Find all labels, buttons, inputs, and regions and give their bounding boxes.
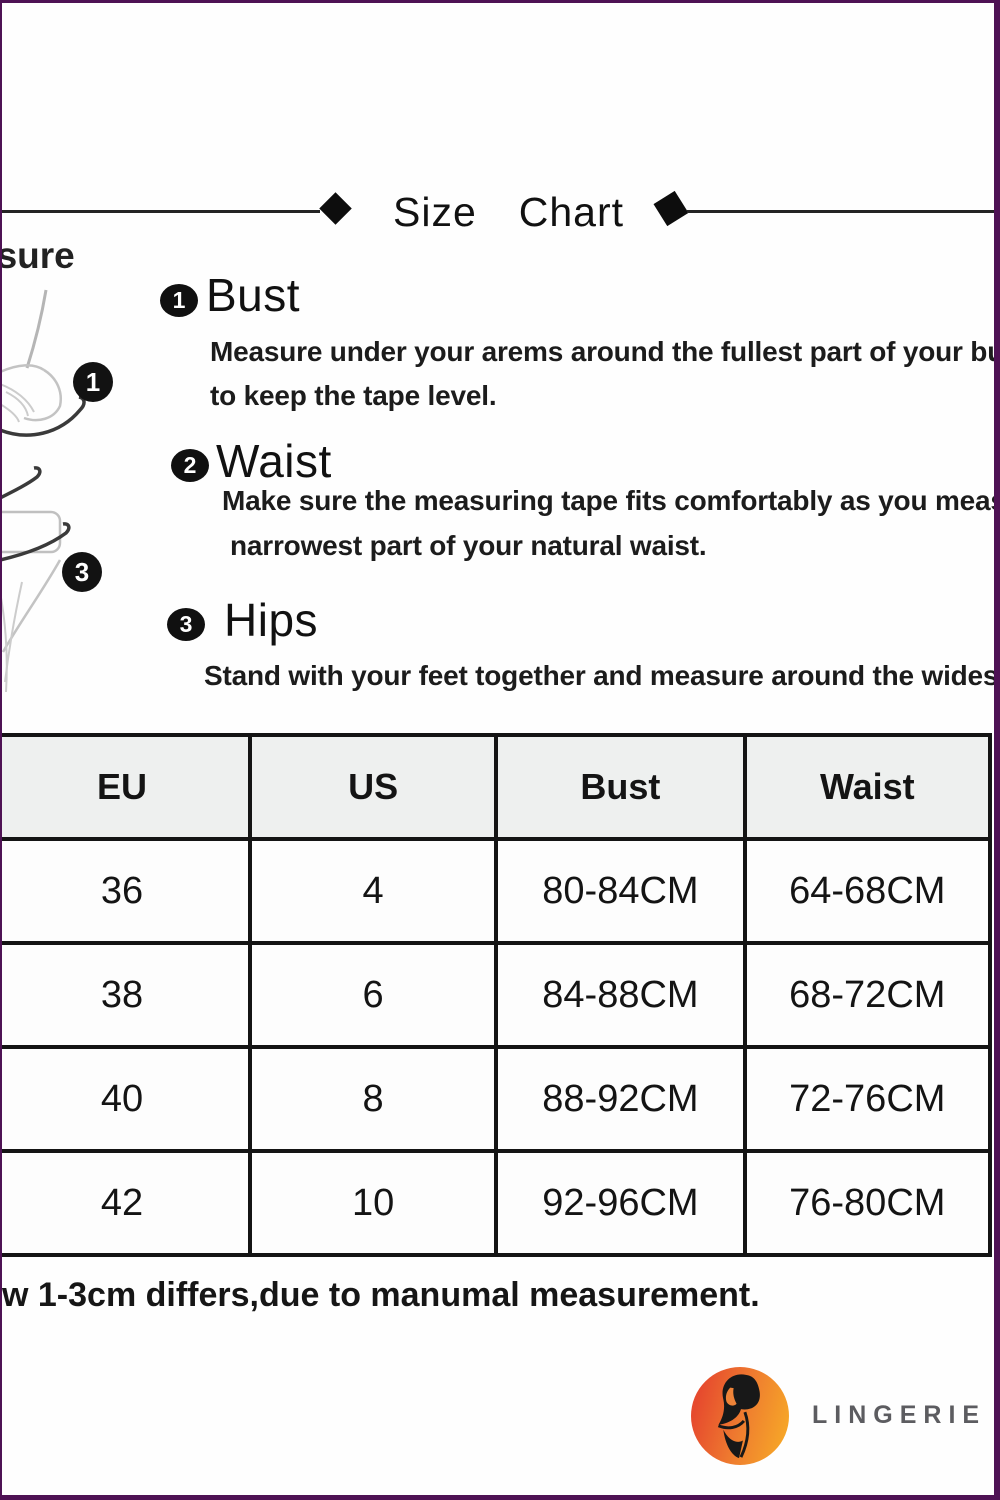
table-cell: 64-68CM (742, 837, 993, 945)
table-cell: 88-92CM (494, 1045, 747, 1153)
page-title: Size Chart (393, 189, 624, 236)
step-3-badge: 3 (167, 608, 205, 641)
table-cell: 38 (0, 941, 252, 1049)
bust-heading: Bust (206, 269, 301, 321)
table-cell: 72-76CM (742, 1045, 993, 1153)
title-rule-left (0, 210, 320, 213)
title-word-size: Size (393, 189, 477, 235)
frame-right (994, 0, 1000, 1500)
frame-left (0, 0, 2, 1500)
table-cell: 68-72CM (742, 941, 993, 1049)
table-cell: 8 (247, 1045, 499, 1153)
hips-heading: Hips (224, 594, 319, 646)
measurement-figure-drawing: 1 3 (0, 289, 113, 693)
table-row: 42 10 92-96CM 76-80CM (0, 1149, 993, 1257)
bust-instruction-line-2: to keep the tape level. (210, 380, 497, 411)
figure-badge-1: 1 (86, 367, 100, 397)
table-row: 38 6 84-88CM 68-72CM (0, 941, 993, 1049)
diamond-icon (653, 190, 689, 227)
table-cell: 10 (247, 1149, 499, 1257)
waist-instruction-line-1: Make sure the measuring tape fits comfor… (222, 485, 1000, 516)
table-row: 36 4 80-84CM 64-68CM (0, 837, 993, 945)
measurement-note: w 1-3cm differs,due to manumal measureme… (2, 1276, 760, 1314)
title-rule-right (687, 210, 1000, 213)
size-table: EU US Bust Waist 36 4 80-84CM 64-68CM 38… (0, 733, 993, 1257)
table-cell: 42 (0, 1149, 252, 1257)
figure-badge-1-circle (73, 362, 113, 402)
brand-name: LINGERIE HUT (812, 1401, 1000, 1429)
figure-badge-3: 3 (75, 557, 89, 587)
how-to-measure-label-cropped: asure (0, 235, 75, 276)
table-cell: 76-80CM (742, 1149, 993, 1257)
frame-top (0, 0, 1000, 3)
table-row: 40 8 88-92CM 72-76CM (0, 1045, 993, 1153)
step-2-badge: 2 (171, 449, 209, 482)
table-cell: 36 (0, 837, 252, 945)
brand-logo-icon (691, 1367, 789, 1465)
bust-instruction-line-1: Measure under your arems around the full… (210, 336, 1000, 367)
table-header-row: EU US Bust Waist (0, 733, 993, 841)
table-header-us: US (247, 733, 499, 841)
table-cell: 80-84CM (494, 837, 747, 945)
figure-badge-3-circle (62, 552, 102, 592)
waist-heading: Waist (216, 435, 332, 487)
table-cell: 40 (0, 1045, 252, 1153)
table-header-waist: Waist (742, 733, 993, 841)
title-word-chart: Chart (518, 189, 625, 235)
frame-bottom (0, 1495, 1000, 1500)
woman-silhouette-icon (717, 1374, 760, 1459)
table-cell: 84-88CM (494, 941, 747, 1049)
diamond-icon (319, 192, 352, 225)
step-1-badge: 1 (160, 284, 198, 317)
table-header-bust: Bust (494, 733, 747, 841)
table-cell: 6 (247, 941, 499, 1049)
hips-instruction-line-1: Stand with your feet together and measur… (204, 660, 1000, 691)
table-header-eu: EU (0, 733, 252, 841)
waist-instruction-line-2: narrowest part of your natural waist. (230, 530, 707, 561)
table-cell: 4 (247, 837, 499, 945)
table-cell: 92-96CM (494, 1149, 747, 1257)
